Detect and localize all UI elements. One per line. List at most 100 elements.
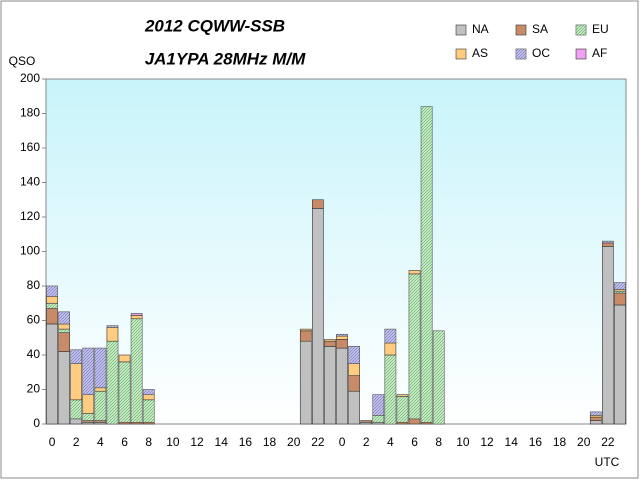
bar-hatch [590, 411, 602, 416]
x-tick-label: 12 [190, 435, 204, 449]
bar-segment [46, 308, 58, 325]
legend-hatch [516, 49, 526, 59]
bar-segment [602, 242, 614, 247]
bar-hatch [384, 329, 396, 343]
bar-hatch [58, 311, 70, 324]
bar-hatch [348, 346, 360, 364]
chart-subtitle: JA1YPA 28MHz M/M [145, 49, 306, 68]
bar-segment [336, 339, 348, 349]
bar-segment [396, 394, 409, 397]
y-tick-label: 20 [27, 382, 41, 396]
bar-segment [602, 246, 614, 425]
x-tick-label: 18 [553, 435, 567, 449]
bar-segment [299, 340, 312, 425]
bar-hatch [143, 389, 155, 395]
x-tick-label: 6 [121, 435, 128, 449]
bar-segment [142, 394, 155, 401]
bar-segment [70, 418, 83, 425]
x-tick-label: 18 [263, 435, 277, 449]
bar-segment [58, 332, 70, 352]
bar-segment [589, 416, 602, 421]
bar-hatch [46, 286, 58, 297]
x-tick-label: 2 [363, 435, 370, 449]
bar-hatch [94, 348, 106, 388]
legend-label: NA [472, 22, 489, 36]
bar-hatch [70, 349, 82, 364]
bar-segment [324, 339, 336, 342]
bar-hatch [46, 303, 58, 309]
legend-swatch [455, 24, 467, 36]
bar-hatch [614, 282, 626, 290]
bar-hatch [119, 361, 131, 423]
x-tick-label: 12 [480, 435, 494, 449]
bar-hatch [372, 415, 384, 423]
bar-segment [106, 327, 119, 342]
bar-segment [130, 315, 143, 320]
y-tick-label: 160 [20, 140, 40, 154]
bar-segment [348, 375, 360, 392]
bar-hatch [94, 391, 106, 421]
bar-segment [408, 418, 421, 425]
bar-segment [58, 351, 70, 425]
bar-hatch [409, 273, 421, 419]
legend-swatch [575, 48, 587, 60]
x-tick-label: 6 [411, 435, 418, 449]
bar-segment [46, 323, 58, 425]
legend-label: AS [472, 46, 488, 60]
legend-label: AF [592, 46, 607, 60]
y-tick-label: 140 [20, 175, 40, 189]
bar-segment [614, 304, 626, 425]
bar-hatch [372, 394, 384, 416]
chart-title: 2012 CQWW-SSB [144, 16, 285, 35]
bar-segment [312, 199, 324, 209]
bar-hatch [106, 341, 118, 424]
x-tick-label: 0 [339, 435, 346, 449]
bar-segment [58, 323, 70, 330]
bar-segment [82, 394, 95, 414]
x-tick-label: 14 [215, 435, 229, 449]
y-tick-label: 40 [27, 347, 41, 361]
bar-hatch [70, 399, 82, 419]
bar-segment [299, 328, 312, 332]
legend-swatch [455, 48, 467, 60]
x-tick-label: 2 [73, 435, 80, 449]
bar-segment [408, 270, 421, 275]
y-tick-label: 60 [27, 313, 41, 327]
x-tick-label: 8 [145, 435, 152, 449]
x-axis-label: UTC [595, 455, 620, 469]
bar-segment [336, 335, 348, 340]
bar-segment [384, 342, 397, 356]
bar-hatch [143, 399, 155, 423]
bar-segment [70, 363, 83, 401]
x-tick-label: 10 [456, 435, 470, 449]
legend-label: OC [532, 46, 550, 60]
y-tick-label: 120 [20, 209, 40, 223]
bar-hatch [614, 291, 626, 293]
bar-segment [118, 354, 131, 363]
bar-hatch [421, 106, 433, 423]
bar-hatch [433, 330, 445, 424]
y-tick-label: 180 [20, 106, 40, 120]
bar-hatch [58, 329, 70, 333]
x-tick-label: 16 [239, 435, 253, 449]
x-tick-label: 10 [166, 435, 180, 449]
bar-hatch [106, 325, 118, 328]
bar-segment [614, 292, 626, 306]
x-tick-label: 16 [529, 435, 543, 449]
x-tick-label: 8 [435, 435, 442, 449]
bar-hatch [82, 413, 94, 421]
bar-hatch [336, 334, 348, 337]
bar-segment [46, 296, 58, 304]
bar-segment [348, 363, 360, 376]
bar-segment [336, 347, 348, 425]
bar-segment [324, 340, 336, 347]
y-tick-label: 80 [27, 278, 41, 292]
bar-hatch [396, 396, 408, 423]
plot-area [45, 78, 627, 425]
x-tick-label: 0 [49, 435, 56, 449]
legend-swatch [515, 24, 527, 36]
bar-segment [324, 346, 336, 425]
legend-hatch [576, 25, 586, 35]
bar-hatch [131, 318, 143, 423]
